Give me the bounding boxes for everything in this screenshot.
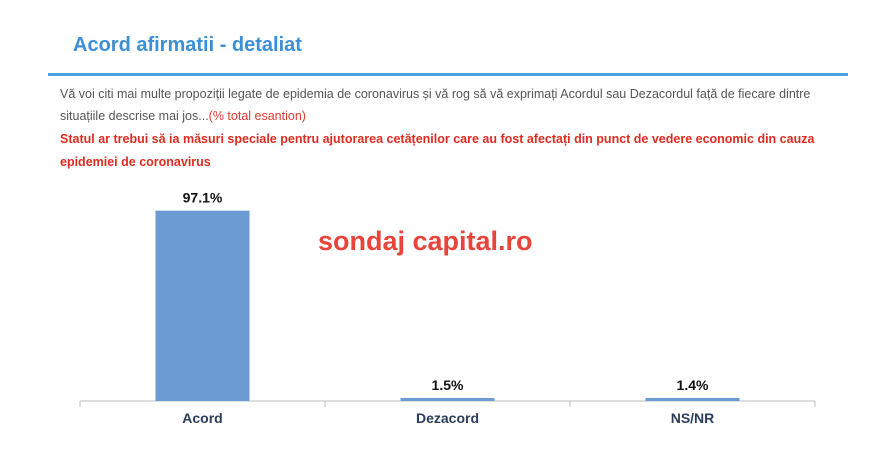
data-label: 1.4% <box>677 377 709 393</box>
data-label: 1.5% <box>432 377 464 393</box>
title-divider <box>48 73 848 76</box>
page-title: Acord afirmatii - detaliat <box>73 34 302 56</box>
bar-ns-nr <box>645 398 740 401</box>
watermark: sondaj capital.ro <box>318 226 533 256</box>
bar-acord <box>155 210 250 401</box>
bar-dezacord <box>400 398 495 401</box>
question-body: Vă voi citi mai multe propoziții legate … <box>60 87 811 123</box>
question-text: Vă voi citi mai multe propoziții legate … <box>60 83 840 127</box>
category-label: Acord <box>182 410 222 426</box>
statement-text: Statul ar trebui să ia măsuri speciale p… <box>60 132 815 169</box>
data-label: 97.1% <box>183 190 223 206</box>
category-label: NS/NR <box>671 410 715 426</box>
category-label: Dezacord <box>416 410 479 426</box>
sample-note: (% total esantion) <box>208 109 306 123</box>
